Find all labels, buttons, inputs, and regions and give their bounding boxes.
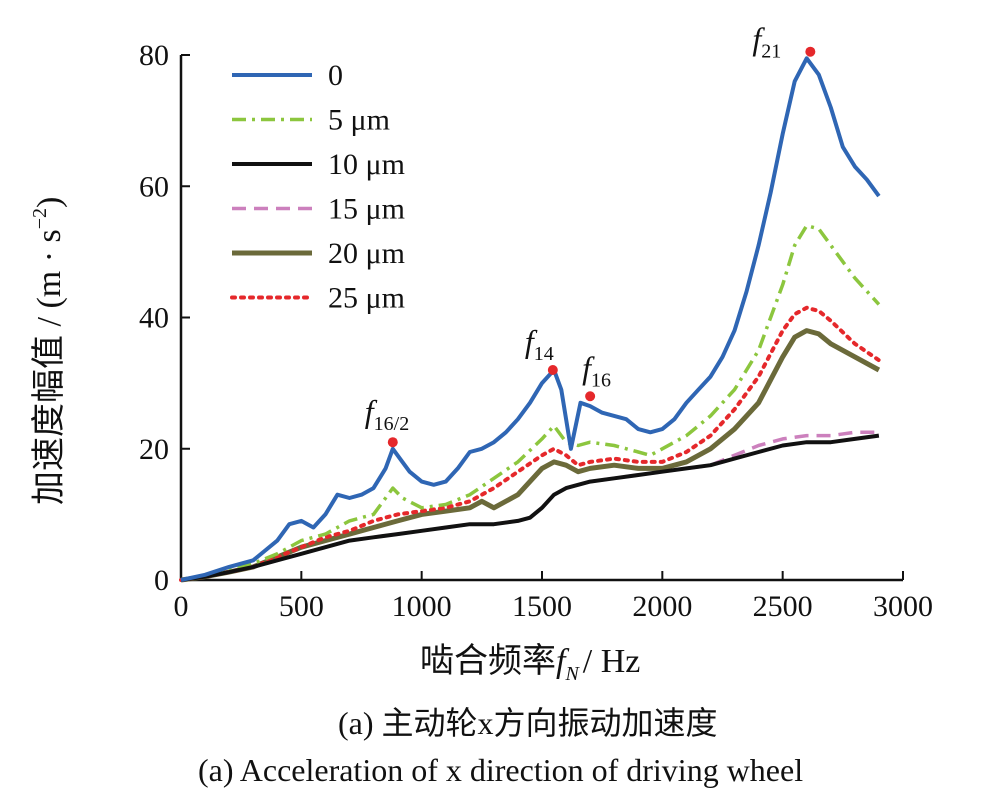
y-tick-label: 40 (139, 302, 169, 335)
axes (179, 55, 903, 582)
y-tick-label: 60 (139, 170, 169, 203)
x-tick-label: 1000 (392, 590, 452, 623)
x-axis-title-text: 啮合频率 (420, 642, 556, 680)
series-line-0 (180, 56, 881, 582)
legend-label-5: 25 μm (328, 282, 405, 315)
peak-marker (805, 46, 816, 57)
x-tick-label: 2000 (632, 590, 692, 623)
peak-marker (547, 365, 558, 375)
legend-label-0: 0 (328, 59, 343, 92)
series-line-5 (179, 305, 881, 582)
x-tick-label: 2500 (753, 590, 813, 623)
y-axis-title-text: 加速度幅值 / (m · s (30, 229, 68, 505)
y-axis-close: ) (31, 197, 68, 208)
ticks: 0 500 1000 1500 2000 2500 3000 0 20 40 60 80 (139, 39, 933, 623)
peak-label: f16 (582, 349, 611, 391)
series-line-2 (180, 433, 880, 582)
x-axis-unit: / Hz (583, 643, 641, 680)
y-tick-label: 0 (154, 564, 169, 597)
y-tick-label: 80 (139, 39, 169, 72)
legend-label-2: 10 μm (328, 148, 405, 181)
peak-label: f14 (525, 323, 554, 365)
x-tick-label: 500 (279, 590, 324, 623)
series-line-1 (180, 223, 881, 582)
peaks-layer: f16/2 f14 f16 f21 (365, 21, 816, 448)
caption-english: (a) Acceleration of x direction of drivi… (198, 752, 804, 788)
y-axis-title: 加速度幅值 / (m · s−2) (29, 197, 68, 505)
peak-marker (585, 391, 596, 402)
peak-label-sub: 16/2 (374, 413, 410, 435)
peak-label: f21 (752, 21, 781, 63)
x-axis-title: 啮合频率fN / Hz (420, 642, 640, 685)
y-axis-exp: −2 (29, 208, 51, 229)
legend-label-3: 15 μm (328, 193, 405, 226)
legend-label-4: 20 μm (328, 237, 405, 270)
x-tick-label: 0 (174, 590, 189, 623)
series-layer (179, 56, 881, 583)
y-tick-label: 20 (139, 433, 169, 466)
caption-chinese: (a) 主动轮x方向振动加速度 (338, 705, 718, 741)
peak-label-sub: 21 (761, 41, 781, 63)
peak-label-sub: 16 (591, 369, 611, 391)
peak-label-sub: 14 (534, 343, 554, 365)
peak-label: f16/2 (365, 393, 409, 435)
series-line-4 (180, 328, 881, 583)
x-tick-label: 3000 (873, 590, 933, 623)
x-axis-symbol-sub: N (564, 663, 580, 685)
legend-label-1: 5 μm (328, 104, 390, 137)
legend: 0 5 μm 10 μm 15 μm 20 μm 25 μm (230, 59, 405, 315)
peak-marker (387, 437, 398, 448)
x-tick-label: 1500 (512, 590, 572, 623)
